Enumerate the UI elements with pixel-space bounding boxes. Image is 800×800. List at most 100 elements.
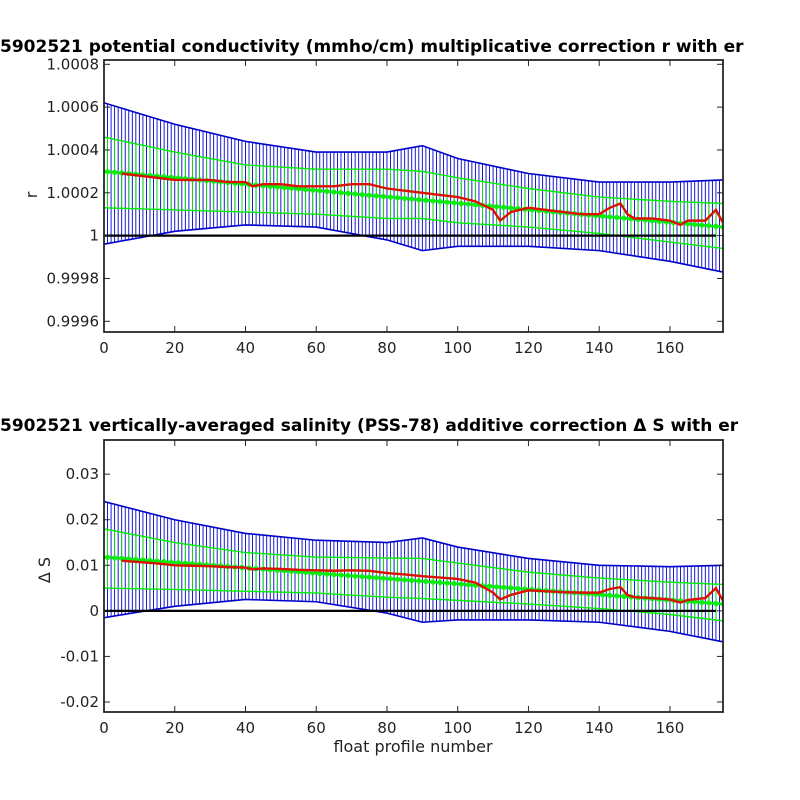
y-tick-label: 0.9996 bbox=[47, 312, 100, 330]
axes-frame bbox=[103, 59, 724, 333]
fit-marker bbox=[600, 592, 606, 598]
fit-marker bbox=[444, 580, 450, 586]
y-tick-label: 0.9998 bbox=[47, 269, 100, 287]
fit-marker bbox=[458, 200, 464, 207]
ticks bbox=[103, 60, 723, 332]
fit-marker bbox=[402, 577, 408, 583]
fit-marker bbox=[486, 583, 493, 589]
fit-marker bbox=[465, 582, 471, 588]
x-tick-label: 140 bbox=[585, 719, 614, 737]
y-tick-label: 1 bbox=[89, 227, 99, 245]
x-axis-label: float profile number bbox=[333, 737, 493, 756]
fit-marker bbox=[366, 574, 372, 580]
fit-marker bbox=[692, 221, 698, 228]
x-tick-label: 0 bbox=[99, 719, 109, 737]
fit-marker bbox=[338, 190, 344, 196]
y-tick-label: 0.02 bbox=[66, 511, 99, 529]
fit-marker bbox=[387, 194, 394, 200]
fit-marker bbox=[444, 199, 450, 205]
x-tick-label: 120 bbox=[514, 339, 543, 357]
fit-marker bbox=[352, 573, 358, 579]
fit-marker bbox=[713, 223, 719, 230]
y-tick-label: 1.0004 bbox=[47, 141, 100, 159]
fit-marker bbox=[713, 600, 719, 607]
fit-marker bbox=[437, 579, 443, 586]
y-tick-label: 1.0008 bbox=[47, 55, 100, 73]
x-tick-label: 60 bbox=[307, 719, 326, 737]
fit-marker bbox=[380, 575, 387, 581]
y-tick-label: 0.03 bbox=[66, 465, 99, 483]
fit-marker bbox=[111, 555, 118, 561]
y-axis-label: Δ S bbox=[35, 557, 54, 583]
fit-marker bbox=[699, 599, 705, 606]
fit-marker bbox=[621, 593, 627, 600]
x-tick-label: 100 bbox=[443, 719, 472, 737]
fit-marker bbox=[416, 578, 422, 584]
y-tick-label: 0 bbox=[89, 602, 99, 620]
salinity-correction-chart: 5902521 vertically-averaged salinity (PS… bbox=[0, 416, 739, 756]
fit-marker bbox=[310, 187, 316, 193]
fit-marker bbox=[451, 200, 457, 206]
fit-marker bbox=[706, 600, 712, 606]
wide-error-envelope-upper bbox=[104, 102, 723, 183]
y-axis-label: r bbox=[22, 191, 41, 198]
ticks bbox=[103, 440, 723, 712]
fit-marker bbox=[699, 222, 705, 228]
fit-marker bbox=[104, 169, 111, 175]
fit-marker bbox=[317, 188, 323, 194]
conductivity-correction-chart: 5902521 potential conductivity (mmho/cm)… bbox=[0, 37, 744, 357]
fit-marker bbox=[359, 191, 365, 198]
fit-marker bbox=[465, 201, 471, 207]
fit-marker bbox=[394, 195, 401, 201]
fit-marker bbox=[373, 575, 380, 581]
fit-marker bbox=[430, 198, 436, 204]
fit-marker bbox=[119, 555, 125, 562]
fit-marker bbox=[423, 578, 429, 585]
fit-marker bbox=[409, 196, 415, 202]
plot-area bbox=[104, 500, 723, 643]
fit-marker bbox=[458, 581, 464, 587]
x-tick-label: 60 bbox=[307, 339, 326, 357]
narrow-error-envelope-upper bbox=[104, 136, 723, 205]
fit-marker bbox=[359, 574, 365, 580]
fit-marker bbox=[508, 205, 514, 211]
fit-marker bbox=[409, 577, 415, 584]
narrow-error-bars bbox=[107, 529, 723, 621]
x-tick-label: 160 bbox=[656, 339, 685, 357]
narrow-error-envelope-lower bbox=[104, 207, 723, 250]
fit-marker bbox=[614, 593, 620, 599]
x-tick-label: 160 bbox=[656, 719, 685, 737]
fit-marker bbox=[493, 584, 500, 590]
fit-marker bbox=[324, 571, 330, 577]
fit-marker bbox=[345, 190, 351, 196]
fit-marker bbox=[508, 585, 514, 591]
profile-line bbox=[121, 559, 723, 604]
fit-marker bbox=[331, 571, 337, 578]
fit-marker bbox=[380, 193, 387, 200]
fit-marker bbox=[416, 197, 422, 203]
fit-marker bbox=[600, 213, 606, 219]
x-tick-label: 120 bbox=[514, 719, 543, 737]
fit-marker bbox=[607, 592, 613, 599]
fit-marker bbox=[451, 580, 457, 587]
plot-area bbox=[104, 102, 723, 273]
fit-marker bbox=[394, 576, 401, 582]
fit-marker bbox=[614, 214, 620, 221]
fit-marker bbox=[402, 195, 408, 202]
x-tick-label: 0 bbox=[99, 339, 109, 357]
fit-marker bbox=[501, 584, 507, 591]
fit-marker bbox=[706, 223, 712, 229]
fit-marker bbox=[345, 572, 351, 579]
fit-marker bbox=[111, 169, 118, 175]
wide-error-envelope-lower bbox=[104, 598, 723, 643]
wide-error-envelope-upper bbox=[104, 500, 723, 568]
fit-marker bbox=[104, 554, 111, 561]
fit-marker bbox=[515, 585, 521, 592]
y-tick-label: 0.01 bbox=[66, 556, 99, 574]
fit-marker bbox=[338, 572, 344, 578]
x-tick-label: 20 bbox=[165, 339, 184, 357]
fit-marker bbox=[352, 191, 358, 197]
y-tick-label: 1.0006 bbox=[47, 98, 100, 116]
chart-title: 5902521 potential conductivity (mmho/cm)… bbox=[0, 37, 744, 57]
